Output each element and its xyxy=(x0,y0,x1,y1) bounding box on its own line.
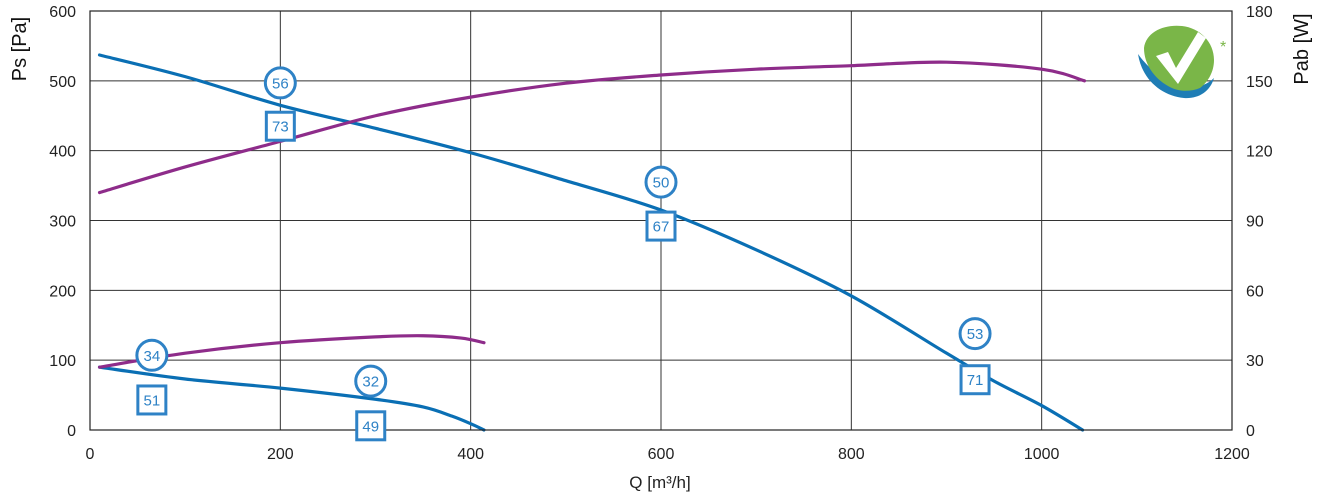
x-tick-label: 800 xyxy=(838,446,865,463)
marker-label: 56 xyxy=(272,75,289,92)
y2-tick-label: 150 xyxy=(1246,74,1273,91)
x-tick-label: 1200 xyxy=(1214,446,1250,463)
marker-circle xyxy=(263,66,297,100)
pressure-curve-1 xyxy=(97,53,1085,432)
marker-circle xyxy=(354,364,388,398)
x-axis-title: Q [m³/h] xyxy=(629,473,690,492)
logo-star: * xyxy=(1220,39,1226,56)
marker-circle xyxy=(135,338,169,372)
x-tick-label: 600 xyxy=(648,446,675,463)
check-icon xyxy=(1156,32,1206,84)
marker-label: 67 xyxy=(653,219,670,236)
markers: 56 73 50 67 53 71 34 51 32 49 xyxy=(135,66,992,442)
y2-tick-label: 30 xyxy=(1246,353,1264,370)
marker-label: 73 xyxy=(272,119,289,136)
pressure-curve-3 xyxy=(97,365,486,432)
y-axis-title: Ps [Pa] xyxy=(9,17,31,81)
power-curve-4 xyxy=(97,334,486,369)
y-tick-label: 400 xyxy=(49,144,76,161)
marker-square xyxy=(355,410,387,442)
y2-tick-label: 180 xyxy=(1246,4,1273,21)
green-checkmark-logo: * xyxy=(1138,25,1226,99)
marker-label: 32 xyxy=(362,374,379,391)
y2-tick-label: 90 xyxy=(1246,214,1264,231)
y-tick-label: 0 xyxy=(67,423,76,440)
plot-area-border xyxy=(89,10,1233,431)
marker-square xyxy=(264,110,296,142)
y2-axis-title: Pab [W] xyxy=(1291,13,1313,84)
y-tick-label: 500 xyxy=(49,74,76,91)
grid-lines xyxy=(90,11,1232,430)
y-tick-label: 200 xyxy=(49,283,76,300)
power-curve-2 xyxy=(97,60,1087,195)
marker-label: 50 xyxy=(653,175,670,192)
marker-circle xyxy=(958,317,992,351)
marker-label: 49 xyxy=(362,418,379,435)
plot-frame xyxy=(89,10,1233,431)
x-tick-label: 400 xyxy=(457,446,484,463)
x-tick-label: 0 xyxy=(86,446,95,463)
marker-label: 71 xyxy=(967,372,984,389)
marker-label: 51 xyxy=(144,392,161,409)
y-tick-label: 300 xyxy=(49,214,76,231)
y2-tick-label: 60 xyxy=(1246,283,1264,300)
y2-tick-label: 0 xyxy=(1246,423,1255,440)
tick-labels: 0 200 400 600 800 1000 12000100200300400500600… xyxy=(49,4,1273,463)
y-tick-label: 100 xyxy=(49,353,76,370)
logo-blue-swoosh xyxy=(1138,54,1214,99)
x-tick-label: 200 xyxy=(267,446,294,463)
curves xyxy=(97,53,1087,432)
y-tick-label: 600 xyxy=(49,4,76,21)
marker-label: 53 xyxy=(967,326,984,343)
marker-label: 34 xyxy=(144,348,161,365)
marker-circle xyxy=(644,165,678,199)
marker-square xyxy=(136,384,168,416)
marker-square xyxy=(645,210,677,242)
marker-square xyxy=(959,364,991,396)
y2-tick-label: 120 xyxy=(1246,144,1273,161)
x-tick-label: 1000 xyxy=(1024,446,1060,463)
